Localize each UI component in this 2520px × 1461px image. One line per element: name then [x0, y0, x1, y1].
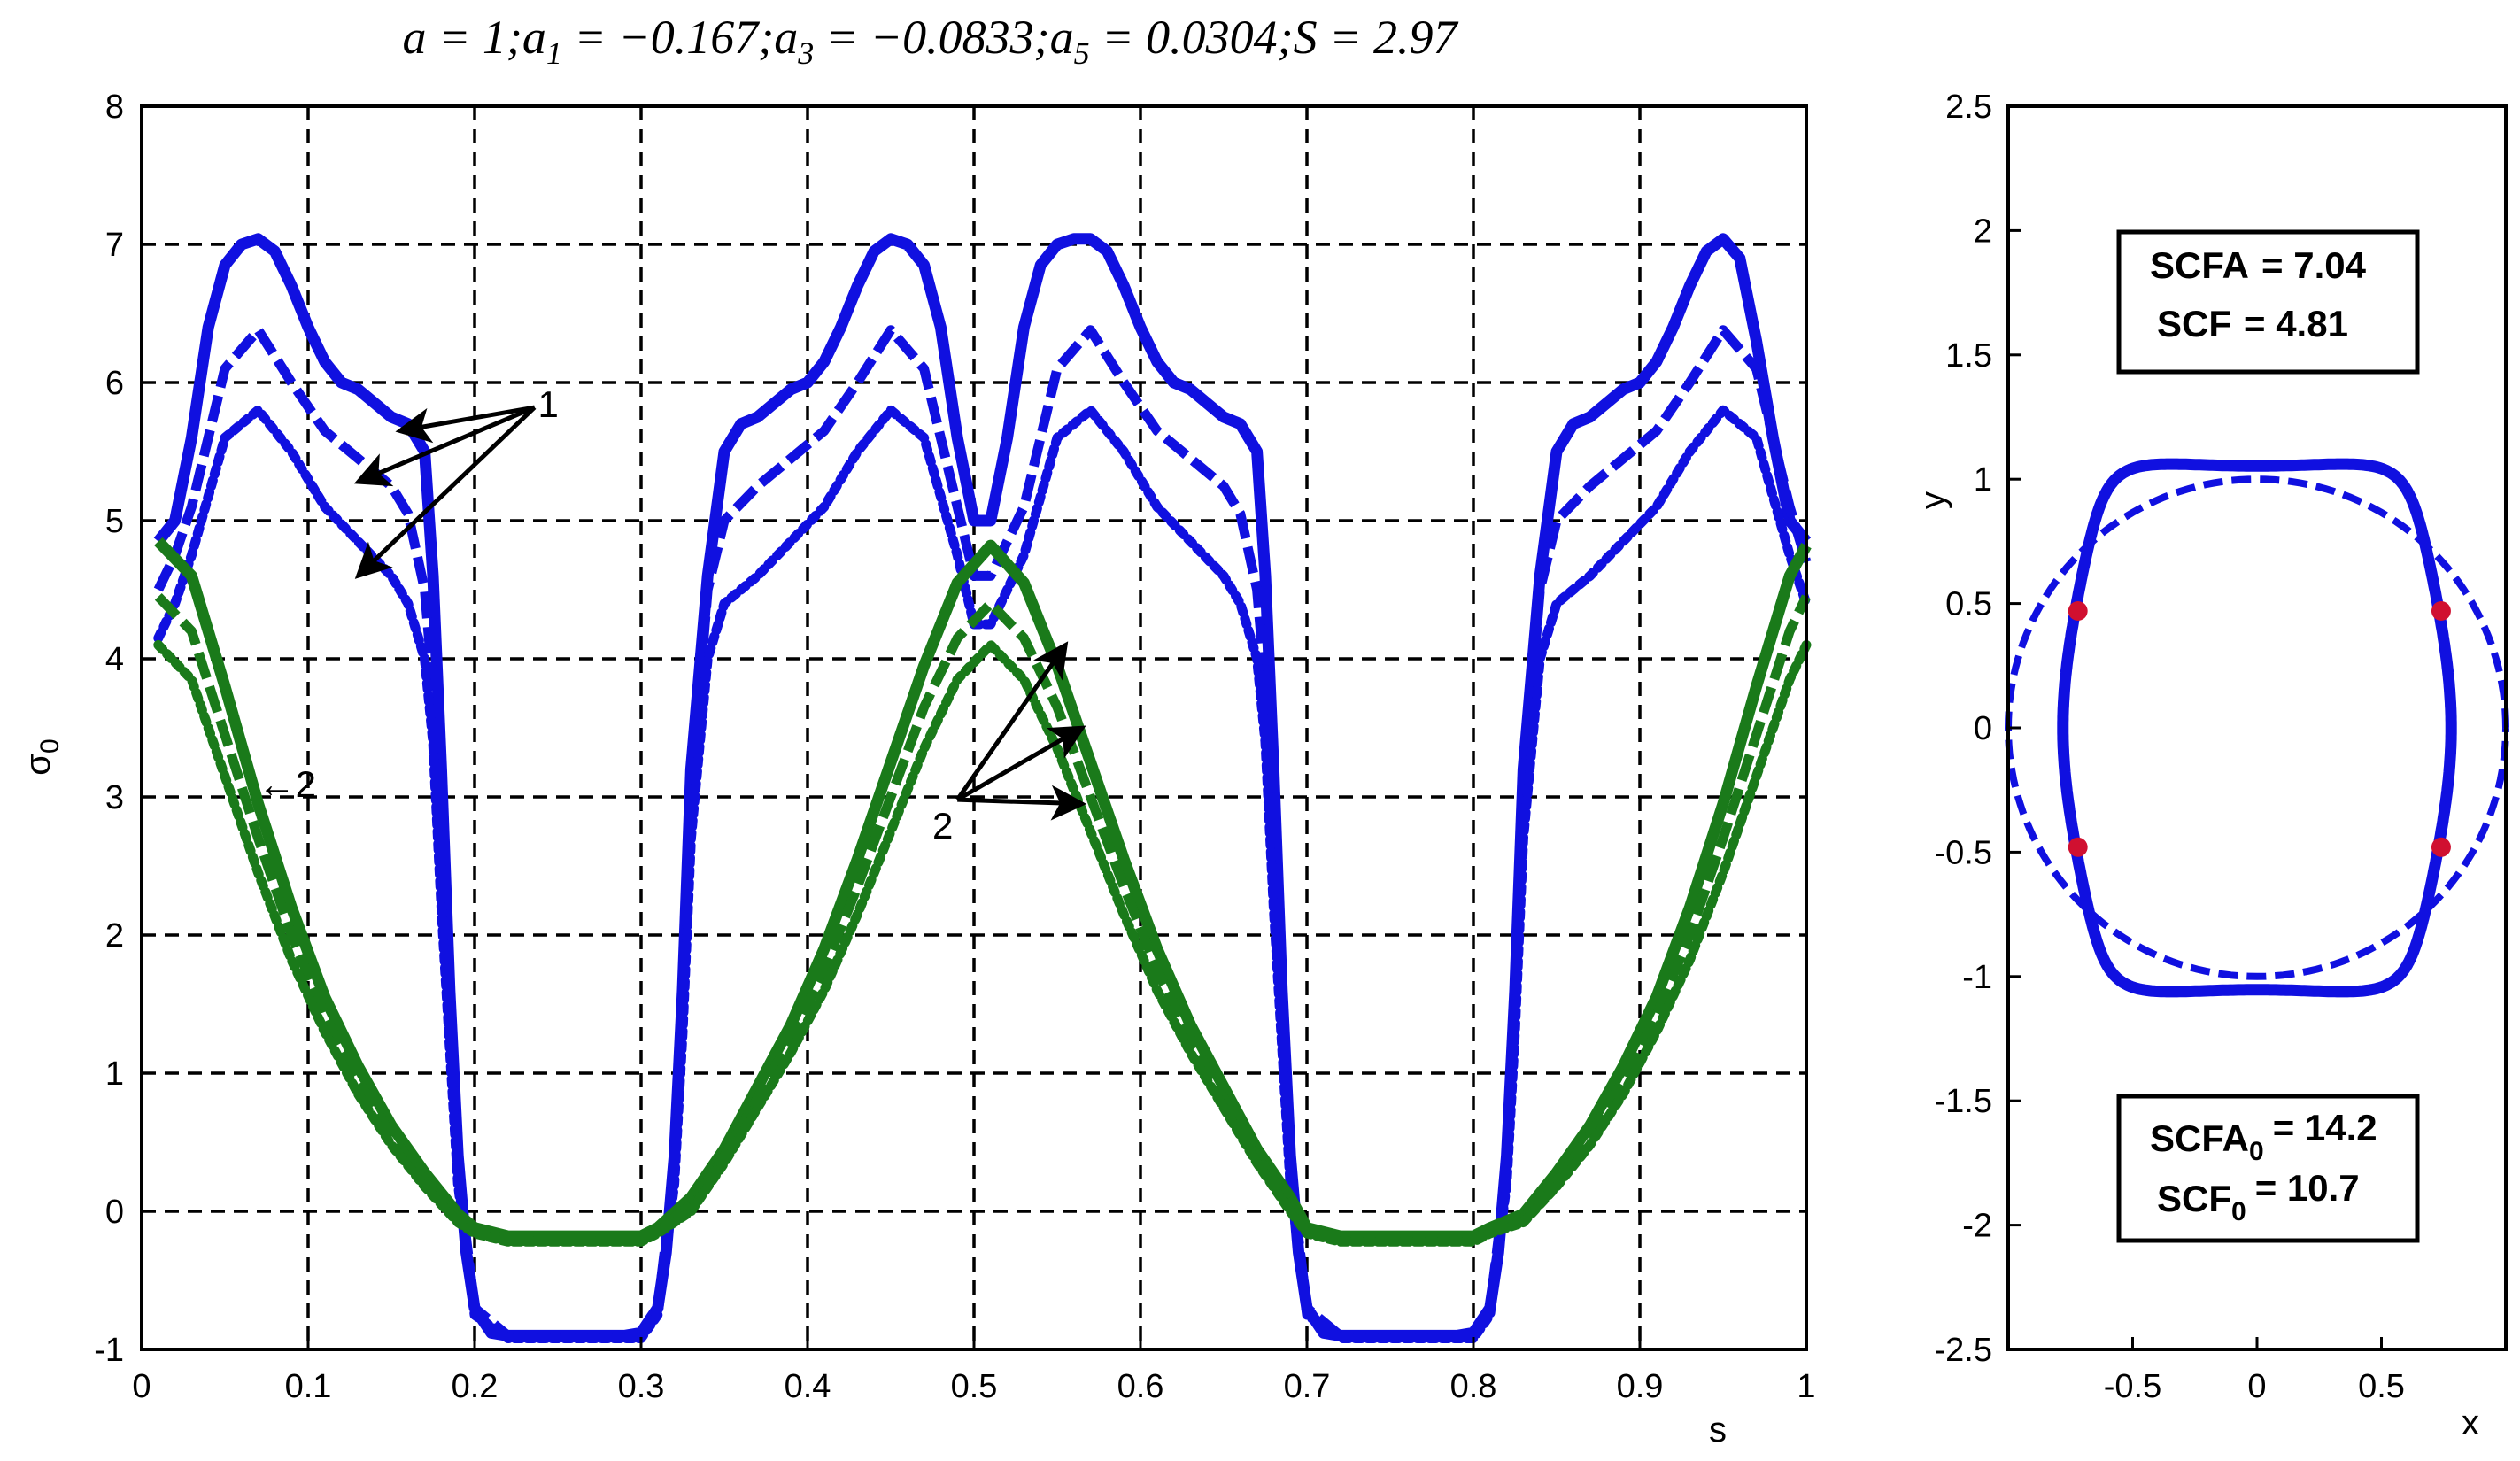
- y-axis-label: y: [1913, 491, 1952, 509]
- y-tick-label: -2.5: [1935, 1332, 1992, 1369]
- title-part-3: = −0.167;: [562, 11, 774, 64]
- x-tick-labels: 0 0.1 0.2 0.3 0.4 0.5 0.6 0.7 0.8 0.9 1: [132, 1337, 1816, 1405]
- x-axis-label: x: [2462, 1403, 2479, 1442]
- scf-box: SCFA = 7.04 SCF = 4.81: [2116, 229, 2420, 375]
- marked-points: [2068, 601, 2451, 857]
- y-tick-label: 8: [105, 89, 124, 126]
- y-tick-label: 0.5: [1945, 586, 1992, 623]
- x-tick-label: 0.9: [1617, 1368, 1664, 1405]
- scf-box-frame: [2116, 229, 2420, 375]
- scf0-value: SCF0= 10.7: [2157, 1167, 2360, 1226]
- y-tick-label: -1.5: [1935, 1083, 1992, 1120]
- title-part-7: a: [1050, 11, 1074, 64]
- y-tick-label: 0: [1974, 710, 1992, 747]
- annotations: 1 2 ←2: [259, 383, 954, 846]
- title-part-9: = 0.0304;: [1090, 11, 1294, 64]
- annotation-arrow: [955, 641, 1069, 801]
- y-tick-label: 1: [105, 1055, 124, 1093]
- title-part-10: S = 2.97: [1294, 11, 1459, 64]
- y-tick-label: -1: [94, 1332, 124, 1369]
- annotation-arrow: [395, 405, 536, 444]
- y-tick-label: -0.5: [1935, 834, 1992, 871]
- x-axis-label: s: [1709, 1411, 1727, 1449]
- x-tick-label: 0.6: [1117, 1368, 1164, 1405]
- annotation-label: 1: [537, 383, 558, 425]
- y-tick-label: 1: [1974, 461, 1992, 499]
- x-tick-label: -0.5: [2104, 1368, 2161, 1405]
- stress-plot: 12←2 0 0.1 0.2 0.3 0.4 0.5 0.6 0.7 0.8 0.9 1 -1012…: [19, 89, 1816, 1449]
- y-tick-label: -1: [1962, 959, 1992, 996]
- y-tick-label: 2: [1974, 213, 1992, 250]
- y-tick-labels: -2.5 -2 -1.5 -1 -0.5 0 0.5 1 1.5 2 2.5: [1935, 89, 2021, 1369]
- hole-contour: [2057, 458, 2457, 998]
- y-tick-label: 0: [105, 1194, 124, 1231]
- scf0-box: SCFA0= 14.2 SCF0= 10.7: [2116, 1094, 2420, 1243]
- annotation-arrow: [353, 405, 536, 487]
- x-tick-label: 0.3: [618, 1368, 665, 1405]
- y-axis-label: σ0: [19, 738, 65, 775]
- y-tick-label: 2.5: [1945, 89, 1992, 126]
- y-tick-label: 3: [105, 779, 124, 816]
- scf0-box-frame: [2116, 1094, 2420, 1243]
- annotation-arrows: [353, 405, 1087, 821]
- x-tick-labels: -0.5 0 0.5: [2104, 1337, 2405, 1405]
- x-tick-label: 0.2: [452, 1368, 499, 1405]
- chart-title: a = 1;a1 = −0.167;a3 = −0.0833;a5 = 0.03…: [402, 11, 1458, 71]
- x-tick-label: 0: [2247, 1368, 2266, 1405]
- annotation-label: ←2: [259, 763, 316, 805]
- title-part-6: = −0.0833;: [814, 11, 1049, 64]
- y-tick-label: 5: [105, 503, 124, 540]
- series-blue-dashed: [153, 325, 1812, 1341]
- marked-point: [2431, 601, 2451, 622]
- title-part-4: a: [774, 11, 798, 64]
- x-tick-label: 1: [1797, 1368, 1815, 1405]
- x-tick-label: 0.5: [2358, 1368, 2405, 1405]
- marked-point: [2068, 837, 2088, 857]
- contour-plot: -0.5 0 0.5 -2.5-2-1.5-1-0.500.511.522.5 x …: [1913, 89, 2509, 1442]
- y-tick-labels: -1 0 1 2 3 4 5 6 7 8: [94, 89, 154, 1369]
- x-tick-label: 0.4: [785, 1368, 831, 1405]
- scf-value: SCF = 4.81: [2157, 303, 2348, 344]
- x-tick-label: 0.5: [951, 1368, 998, 1405]
- y-tick-label: 6: [105, 365, 124, 402]
- series-green-dotted: [153, 639, 1812, 1247]
- title-part-0: a = 1;: [402, 11, 522, 64]
- annotation-arrow: [955, 725, 1086, 802]
- y-tick-label: -2: [1962, 1208, 1992, 1245]
- marked-point: [2431, 837, 2451, 857]
- y-tick-label: 2: [105, 917, 124, 955]
- title-part-2: 1: [546, 35, 562, 71]
- x-tick-label: 0: [132, 1368, 151, 1405]
- series-group: [153, 233, 1812, 1343]
- x-tick-label: 0.7: [1284, 1368, 1331, 1405]
- marked-point: [2068, 601, 2088, 622]
- y-tick-label: 4: [105, 641, 124, 678]
- annotation-arrow: [354, 406, 537, 579]
- x-tick-label: 0.8: [1450, 1368, 1497, 1405]
- y-tick-label: 1.5: [1945, 337, 1992, 375]
- title-part-5: 3: [797, 35, 814, 71]
- y-tick-label: 7: [105, 227, 124, 264]
- title-part-1: a: [522, 11, 546, 64]
- scfa0-value: SCFA0= 14.2: [2150, 1107, 2377, 1166]
- x-tick-label: 0.1: [285, 1368, 332, 1405]
- annotation-arrow: [957, 785, 1087, 821]
- annotation-label: 2: [932, 805, 953, 846]
- title-part-8: 5: [1074, 35, 1090, 71]
- scfa-value: SCFA = 7.04: [2150, 244, 2367, 286]
